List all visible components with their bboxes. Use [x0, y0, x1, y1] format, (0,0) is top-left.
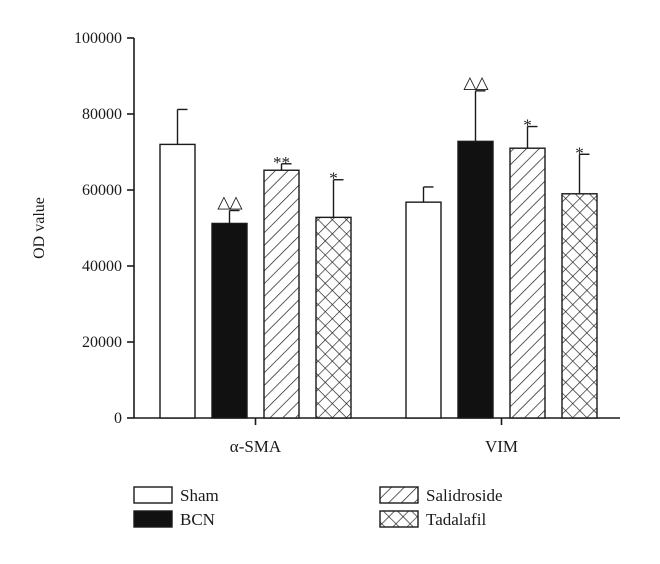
- legend-swatch: [379, 510, 419, 528]
- significance-star-label: **: [273, 153, 290, 172]
- bar: [315, 216, 352, 419]
- legend-swatch: [379, 486, 419, 504]
- legend: Sham BCN Salidroside Tadalafil: [133, 486, 503, 529]
- legend-swatch: [133, 510, 173, 528]
- bar: [457, 140, 494, 419]
- category-label: α-SMA: [230, 437, 282, 456]
- significance-star-label: *: [329, 169, 338, 188]
- bar: [159, 143, 196, 419]
- bar: [211, 222, 248, 419]
- significance-triangle-label: △△: [217, 193, 243, 212]
- legend-label: BCN: [180, 510, 215, 529]
- significance-triangle-label: △△: [463, 73, 489, 92]
- bar: [509, 147, 546, 419]
- y-tick-label: 20000: [82, 334, 122, 351]
- y-tick-label: 0: [114, 410, 122, 427]
- legend-label: Salidroside: [426, 486, 503, 505]
- y-axis-title: OD value: [31, 197, 48, 259]
- bar: [561, 193, 598, 419]
- y-tick-label: 100000: [74, 30, 122, 47]
- significance-star-label: *: [575, 143, 584, 162]
- y-tick-label: 60000: [82, 182, 122, 199]
- significance-star-label: *: [523, 116, 532, 135]
- bar: [405, 201, 442, 419]
- legend-swatch: [133, 486, 173, 504]
- legend-label: Sham: [180, 486, 219, 505]
- category-label: VIM: [485, 437, 518, 456]
- legend-label: Tadalafil: [426, 510, 486, 529]
- y-tick-label: 80000: [82, 106, 122, 123]
- y-tick-label: 40000: [82, 258, 122, 275]
- bar: [263, 169, 300, 419]
- plot-area: 020000400006000080000100000α-SMA△△***VIM…: [74, 30, 620, 456]
